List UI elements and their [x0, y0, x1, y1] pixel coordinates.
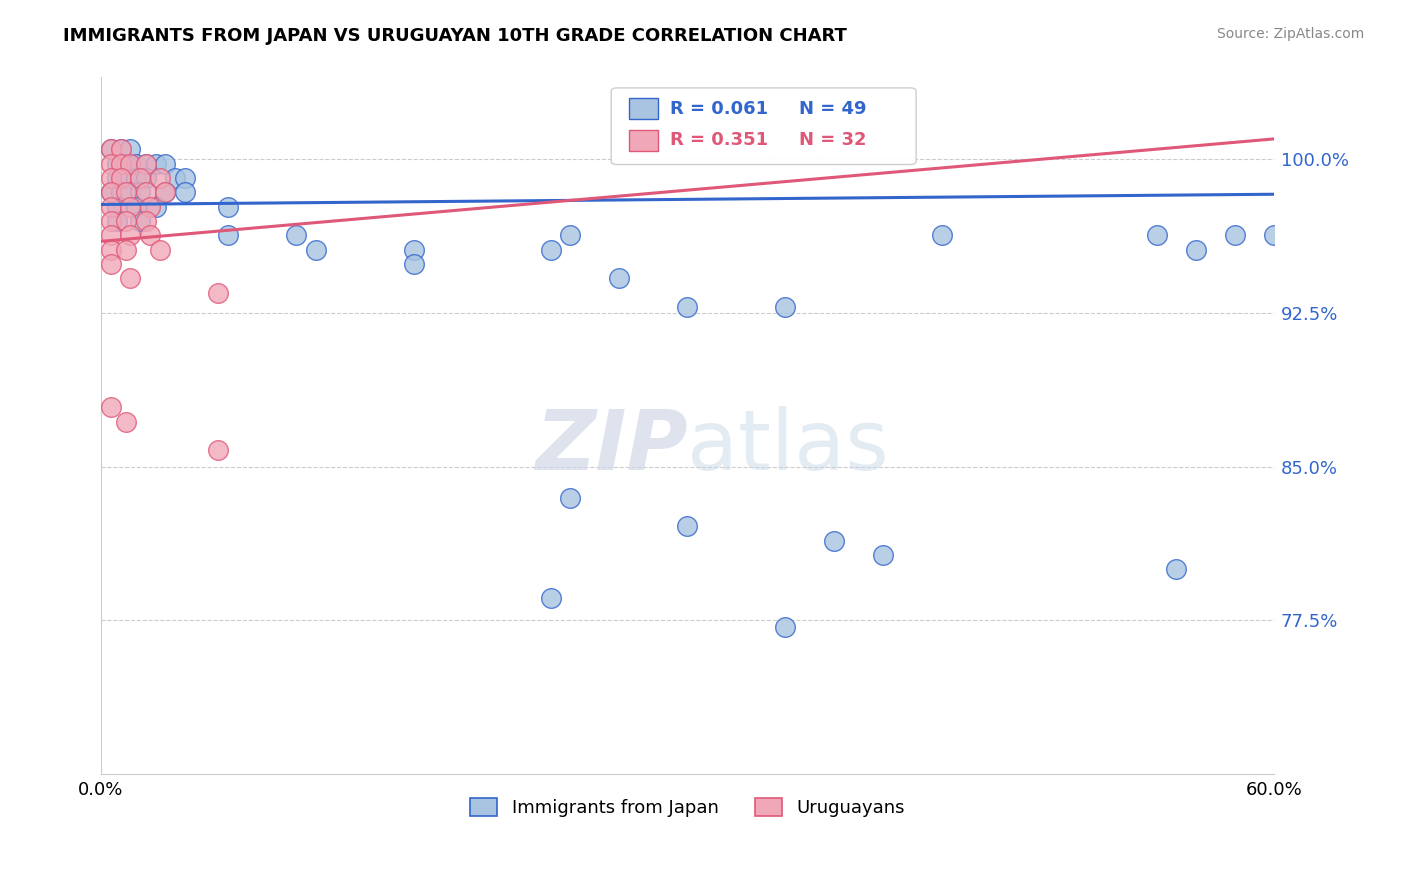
Point — [120, 142, 142, 156]
Point — [558, 228, 581, 243]
Point — [105, 200, 128, 214]
Point — [135, 156, 157, 170]
Point — [105, 156, 128, 170]
Point — [823, 533, 845, 548]
Point — [105, 214, 128, 228]
Point — [207, 443, 229, 458]
Point — [872, 548, 894, 562]
Point — [100, 214, 122, 228]
Point — [110, 156, 132, 170]
Point — [100, 156, 122, 170]
Point — [120, 200, 142, 214]
Text: atlas: atlas — [688, 406, 889, 487]
Point — [1166, 562, 1188, 576]
FancyBboxPatch shape — [628, 129, 658, 151]
Point — [402, 243, 425, 257]
Point — [607, 271, 630, 285]
Point — [1146, 228, 1168, 243]
Point — [540, 243, 562, 257]
Point — [100, 185, 122, 199]
Point — [105, 170, 128, 185]
Point — [676, 519, 699, 533]
Point — [145, 200, 167, 214]
Point — [135, 214, 157, 228]
Point — [115, 243, 138, 257]
FancyBboxPatch shape — [628, 98, 658, 120]
Point — [125, 156, 148, 170]
Point — [100, 170, 122, 185]
Point — [217, 228, 239, 243]
Point — [100, 401, 122, 415]
Text: R = 0.061: R = 0.061 — [669, 100, 768, 118]
Point — [115, 185, 138, 199]
Point — [402, 257, 425, 271]
Point — [165, 170, 187, 185]
Point — [110, 142, 132, 156]
Point — [149, 243, 172, 257]
Point — [129, 185, 152, 199]
Point — [155, 156, 177, 170]
Point — [100, 200, 122, 214]
Point — [115, 170, 138, 185]
Point — [540, 591, 562, 605]
Text: R = 0.351: R = 0.351 — [669, 131, 768, 149]
Point — [129, 214, 152, 228]
Point — [1263, 228, 1285, 243]
Point — [110, 185, 132, 199]
Point — [100, 243, 122, 257]
Point — [135, 156, 157, 170]
Point — [931, 228, 953, 243]
Point — [120, 228, 142, 243]
Point — [207, 285, 229, 300]
Point — [217, 200, 239, 214]
Point — [100, 257, 122, 271]
Legend: Immigrants from Japan, Uruguayans: Immigrants from Japan, Uruguayans — [463, 790, 912, 824]
Point — [285, 228, 308, 243]
Point — [773, 300, 796, 314]
Point — [120, 271, 142, 285]
Point — [149, 170, 172, 185]
Text: ZIP: ZIP — [534, 406, 688, 487]
Point — [145, 156, 167, 170]
FancyBboxPatch shape — [612, 88, 917, 164]
Point — [110, 142, 132, 156]
Point — [139, 200, 162, 214]
Point — [115, 214, 138, 228]
Point — [139, 228, 162, 243]
Point — [129, 170, 152, 185]
Point — [115, 156, 138, 170]
Point — [558, 491, 581, 505]
Point — [135, 185, 157, 199]
Point — [135, 170, 157, 185]
Text: N = 32: N = 32 — [799, 131, 866, 149]
Point — [120, 185, 142, 199]
Point — [1223, 228, 1246, 243]
Point — [174, 170, 197, 185]
Point — [100, 142, 122, 156]
Point — [305, 243, 328, 257]
Point — [125, 200, 148, 214]
Text: IMMIGRANTS FROM JAPAN VS URUGUAYAN 10TH GRADE CORRELATION CHART: IMMIGRANTS FROM JAPAN VS URUGUAYAN 10TH … — [63, 27, 848, 45]
Point — [676, 300, 699, 314]
Point — [110, 170, 132, 185]
Point — [115, 415, 138, 429]
Text: N = 49: N = 49 — [799, 100, 866, 118]
Point — [155, 185, 177, 199]
Point — [100, 142, 122, 156]
Point — [125, 170, 148, 185]
Point — [773, 619, 796, 633]
Point — [100, 185, 122, 199]
Point — [1184, 243, 1206, 257]
Point — [120, 156, 142, 170]
Point — [155, 185, 177, 199]
Point — [100, 228, 122, 243]
Text: Source: ZipAtlas.com: Source: ZipAtlas.com — [1216, 27, 1364, 41]
Point — [174, 185, 197, 199]
